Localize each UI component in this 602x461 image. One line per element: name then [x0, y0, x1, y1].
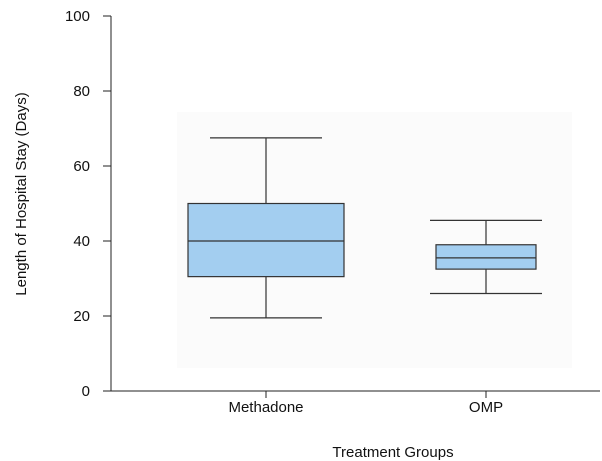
- y-tick-label: 40: [73, 233, 90, 250]
- iqr-box: [187, 202, 345, 278]
- y-tick-label: 100: [65, 8, 90, 25]
- iqr-box: [435, 244, 537, 270]
- y-tick-label: 60: [73, 158, 90, 175]
- x-ticks: Methadone OMP: [228, 391, 503, 416]
- y-tick-label: 20: [73, 308, 90, 325]
- y-tick-label: 0: [82, 383, 90, 400]
- x-tick-label: Methadone: [228, 399, 303, 416]
- y-ticks: 0 20 40 60 80 100: [65, 8, 111, 400]
- x-axis-title: Treatment Groups: [332, 444, 453, 461]
- y-axis-title: Length of Hospital Stay (Days): [13, 92, 30, 295]
- boxes-layer: [187, 137, 542, 319]
- y-tick-label: 80: [73, 83, 90, 100]
- x-tick-label: OMP: [469, 399, 503, 416]
